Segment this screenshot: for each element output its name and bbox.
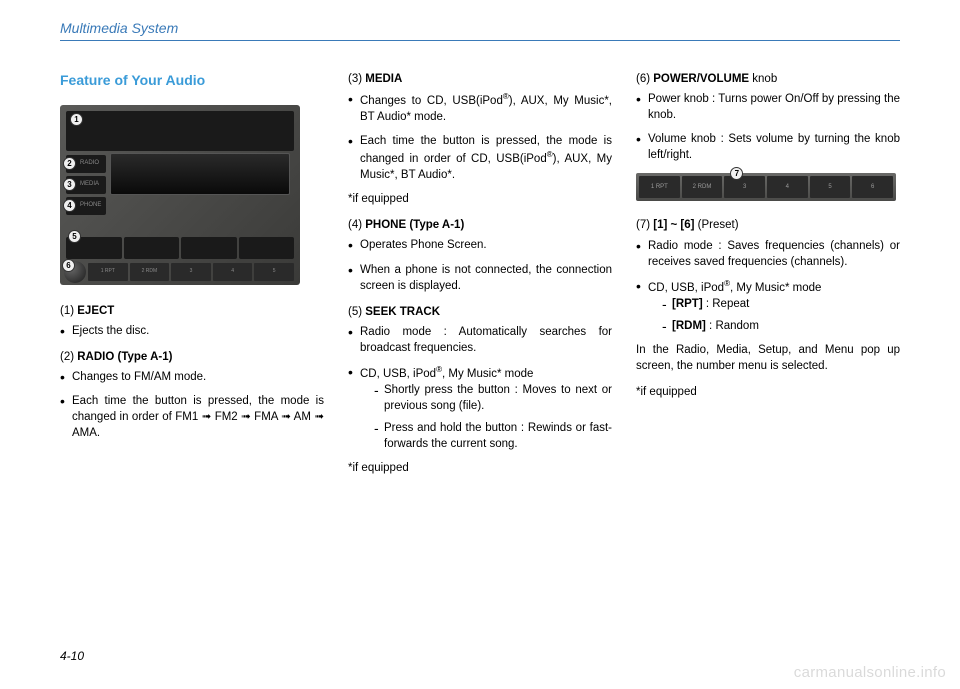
preset-2: 2 RDM [130, 263, 170, 281]
strip-preset-4: 4 [767, 176, 808, 198]
item-3-bullet-1: Changes to CD, USB(iPod®), AUX, My Music… [348, 91, 612, 125]
callout-2: 2 [63, 157, 76, 170]
page-header: Multimedia System [60, 20, 900, 41]
page-number: 4-10 [60, 649, 84, 663]
item-6-head: (6) POWER/VOLUME knob [636, 71, 900, 87]
column-1: Feature of Your Audio 1 RADIO2 MEDIA3 PH… [60, 71, 324, 486]
item-3-note: *if equipped [348, 191, 612, 207]
item-7-note: *if equipped [636, 384, 900, 400]
item-4-bullet-1: Operates Phone Screen. [348, 237, 612, 253]
item-4-head: (4) PHONE (Type A-1) [348, 217, 612, 233]
item-6-bullet-2: Volume knob : Sets volume by turning the… [636, 131, 900, 163]
content-columns: Feature of Your Audio 1 RADIO2 MEDIA3 PH… [60, 71, 900, 486]
preset-4: 4 [213, 263, 253, 281]
callout-4: 4 [63, 199, 76, 212]
item-7-sub-1: [RPT] : Repeat [662, 296, 900, 312]
watermark: carmanualsonline.info [794, 664, 946, 681]
preset-strip-illustration: 1 RPT 2 RDM 37 4 5 6 [636, 173, 896, 201]
radio-btn-phone: PHONE4 [66, 197, 106, 215]
preset-1: 1 RPT [88, 263, 128, 281]
item-7-bullet-1: Radio mode : Saves frequencies (channels… [636, 238, 900, 270]
item-1-head: (1) EJECT [60, 303, 324, 319]
item-5-bullet-1: Radio mode : Automatically searches for … [348, 324, 612, 356]
header-title: Multimedia System [60, 20, 178, 36]
item-5-sub-1: Shortly press the button : Moves to next… [374, 382, 612, 414]
callout-7: 7 [730, 167, 743, 180]
radio-btn-media: MEDIA3 [66, 176, 106, 194]
item-3-head: (3) MEDIA [348, 71, 612, 87]
item-5-head: (5) SEEK TRACK [348, 304, 612, 320]
strip-preset-6: 6 [852, 176, 893, 198]
strip-preset-3: 37 [724, 176, 765, 198]
column-2: (3) MEDIA Changes to CD, USB(iPod®), AUX… [348, 71, 612, 486]
item-1-bullet-1: Ejects the disc. [60, 323, 324, 339]
item-4-bullet-2: When a phone is not connected, the conne… [348, 262, 612, 294]
item-5-note: *if equipped [348, 460, 612, 476]
item-3-bullet-2: Each time the button is pressed, the mod… [348, 133, 612, 183]
radio-knob: 6 [64, 261, 86, 283]
callout-5: 5 [68, 230, 81, 243]
callout-3: 3 [63, 178, 76, 191]
item-5-sub-2: Press and hold the button : Rewinds or f… [374, 420, 612, 452]
section-title: Feature of Your Audio [60, 71, 324, 91]
column-3: (6) POWER/VOLUME knob Power knob : Turns… [636, 71, 900, 486]
preset-3: 3 [171, 263, 211, 281]
item-2-head: (2) RADIO (Type A-1) [60, 349, 324, 365]
item-2-bullet-1: Changes to FM/AM mode. [60, 369, 324, 385]
radio-illustration: 1 RADIO2 MEDIA3 PHONE4 5 6 1 RPT [60, 105, 300, 285]
strip-preset-1: 1 RPT [639, 176, 680, 198]
item-7-para: In the Radio, Media, Setup, and Menu pop… [636, 342, 900, 374]
item-7-bullet-2: CD, USB, iPod®, My Music* mode [RPT] : R… [636, 278, 900, 334]
item-7-sub-2: [RDM] : Random [662, 318, 900, 334]
radio-btn-radio: RADIO2 [66, 155, 106, 173]
strip-preset-5: 5 [810, 176, 851, 198]
item-6-bullet-1: Power knob : Turns power On/Off by press… [636, 91, 900, 123]
callout-1: 1 [70, 113, 83, 126]
item-2-bullet-2: Each time the button is pressed, the mod… [60, 393, 324, 441]
preset-5: 5 [254, 263, 294, 281]
item-5-bullet-2: CD, USB, iPod®, My Music* mode Shortly p… [348, 364, 612, 452]
item-7-head: (7) [1] ~ [6] (Preset) [636, 217, 900, 233]
callout-6: 6 [62, 259, 75, 272]
strip-preset-2: 2 RDM [682, 176, 723, 198]
